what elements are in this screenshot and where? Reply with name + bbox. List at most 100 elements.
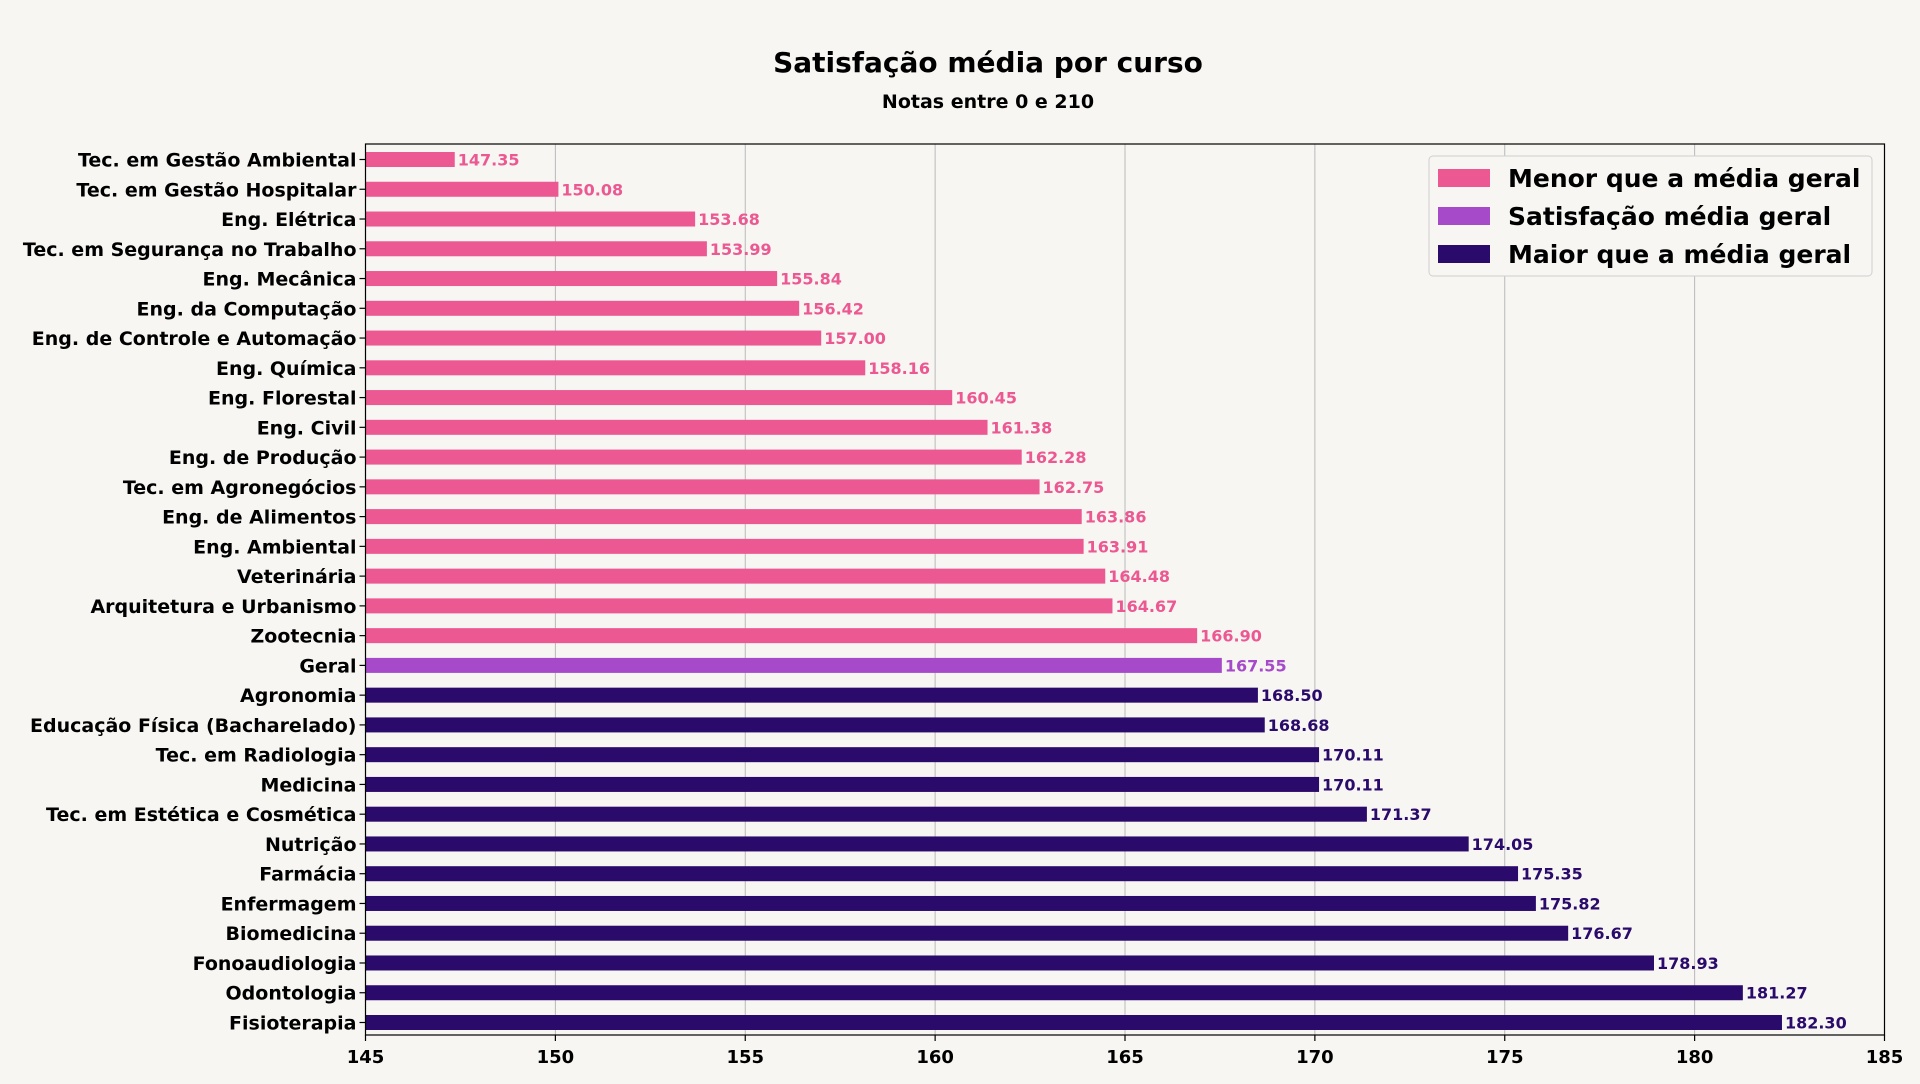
category-label: Enfermagem xyxy=(221,893,357,915)
bar-value-label: 182.30 xyxy=(1785,1014,1847,1033)
legend-swatch xyxy=(1438,245,1490,263)
bar xyxy=(365,628,1198,644)
x-tick-label: 175 xyxy=(1486,1047,1524,1068)
bar-value-label: 174.05 xyxy=(1472,835,1534,854)
category-label: Eng. de Alimentos xyxy=(162,507,356,529)
bar xyxy=(365,1015,1782,1030)
bar-value-label: 181.27 xyxy=(1746,984,1808,1003)
category-label: Eng. da Computação xyxy=(137,298,357,320)
bar-value-label: 168.50 xyxy=(1261,686,1323,705)
bar-value-label: 150.08 xyxy=(561,180,623,199)
category-label: Zootecnia xyxy=(251,626,357,648)
bar-value-label: 153.68 xyxy=(698,210,760,229)
bar xyxy=(365,360,866,376)
legend: Menor que a média geral Satisfação média … xyxy=(1428,155,1873,277)
category-label: Fonoaudiologia xyxy=(193,953,357,975)
gridlines xyxy=(554,144,1696,1035)
bar xyxy=(365,419,988,435)
bar-value-label: 170.11 xyxy=(1322,775,1384,794)
bars xyxy=(365,152,1782,1030)
bar xyxy=(365,538,1084,554)
bar-value-label: 163.86 xyxy=(1085,508,1147,527)
bar xyxy=(365,211,696,227)
value-labels: 147.35 150.08 153.68 153.99 155.84 156.42 157.… xyxy=(458,151,1847,1033)
category-label: Eng. Civil xyxy=(257,417,357,439)
chart-subtitle: Notas entre 0 e 210 xyxy=(882,91,1094,113)
category-label: Tec. em Agronegócios xyxy=(123,477,357,499)
bar xyxy=(365,568,1106,584)
category-labels: Tec. em Gestão Ambiental Tec. em Gestão H… xyxy=(23,150,366,1035)
x-tick-label: 160 xyxy=(916,1047,954,1068)
bar-value-label: 160.45 xyxy=(955,389,1017,408)
bar xyxy=(365,925,1569,941)
bar xyxy=(365,895,1536,911)
bar xyxy=(365,776,1320,792)
bar-value-label: 164.67 xyxy=(1115,597,1177,616)
bar-value-label: 156.42 xyxy=(802,299,864,318)
x-tick-label: 155 xyxy=(726,1047,764,1068)
bar-value-label: 157.00 xyxy=(824,329,886,348)
bar xyxy=(365,806,1367,822)
category-label: Arquitetura e Urbanismo xyxy=(90,596,356,618)
bar-value-label: 155.84 xyxy=(780,270,842,289)
plot-frame xyxy=(364,143,1886,1036)
bar xyxy=(365,390,953,406)
bar xyxy=(365,657,1222,673)
category-label: Eng. de Controle e Automação xyxy=(32,328,357,350)
legend-label: Menor que a média geral xyxy=(1508,164,1860,193)
legend-label: Maior que a média geral xyxy=(1508,240,1851,269)
bar-value-label: 163.91 xyxy=(1087,537,1149,556)
legend-box xyxy=(1428,155,1873,277)
x-tick-label: 185 xyxy=(1866,1047,1904,1068)
bar-value-label: 166.90 xyxy=(1200,627,1262,646)
bar-value-label: 175.82 xyxy=(1539,894,1601,913)
bar xyxy=(365,866,1519,882)
category-label: Nutrição xyxy=(265,834,357,856)
category-label: Farmácia xyxy=(259,864,356,886)
legend-swatch xyxy=(1438,207,1490,225)
bar-value-label: 178.93 xyxy=(1657,954,1719,973)
bar xyxy=(365,479,1040,495)
x-tick-label: 145 xyxy=(347,1047,385,1068)
category-label: Tec. em Gestão Hospitalar xyxy=(76,179,357,201)
category-label: Odontologia xyxy=(226,983,357,1005)
category-label: Eng. de Produção xyxy=(169,447,357,469)
x-tick-label: 180 xyxy=(1676,1047,1714,1068)
bar-value-label: 175.35 xyxy=(1521,865,1583,884)
bar xyxy=(365,181,559,197)
category-label: Veterinária xyxy=(237,566,356,588)
category-label: Tec. em Radiologia xyxy=(156,745,357,767)
bar xyxy=(365,271,778,287)
bar xyxy=(365,955,1654,971)
x-tick-label: 150 xyxy=(537,1047,575,1068)
bar xyxy=(365,449,1022,465)
bar-value-label: 176.67 xyxy=(1571,924,1633,943)
bar-value-label: 171.37 xyxy=(1370,805,1432,824)
bar xyxy=(365,687,1258,703)
category-label: Eng. Elétrica xyxy=(221,209,356,231)
category-label: Eng. Química xyxy=(216,358,357,380)
bar xyxy=(365,330,822,346)
bar-value-label: 170.11 xyxy=(1322,746,1384,765)
legend-swatch xyxy=(1438,169,1490,187)
bar-value-label: 162.28 xyxy=(1025,448,1087,467)
bar-value-label: 161.38 xyxy=(991,418,1053,437)
legend-label: Satisfação média geral xyxy=(1508,202,1831,231)
bar xyxy=(365,152,455,167)
category-label: Biomedicina xyxy=(226,923,357,945)
x-tick-label: 170 xyxy=(1296,1047,1334,1068)
bar xyxy=(365,509,1082,525)
bar xyxy=(365,747,1320,763)
category-label: Eng. Mecânica xyxy=(203,269,357,291)
category-label: Tec. em Segurança no Trabalho xyxy=(23,239,357,261)
category-label: Fisioterapia xyxy=(229,1013,356,1035)
category-label: Geral xyxy=(299,655,356,677)
category-label: Tec. em Gestão Ambiental xyxy=(78,150,357,172)
bar-value-label: 167.55 xyxy=(1225,656,1287,675)
category-label: Eng. Florestal xyxy=(208,388,356,410)
bar-value-label: 153.99 xyxy=(710,240,772,259)
bar-value-label: 158.16 xyxy=(868,359,930,378)
bar xyxy=(365,300,800,316)
